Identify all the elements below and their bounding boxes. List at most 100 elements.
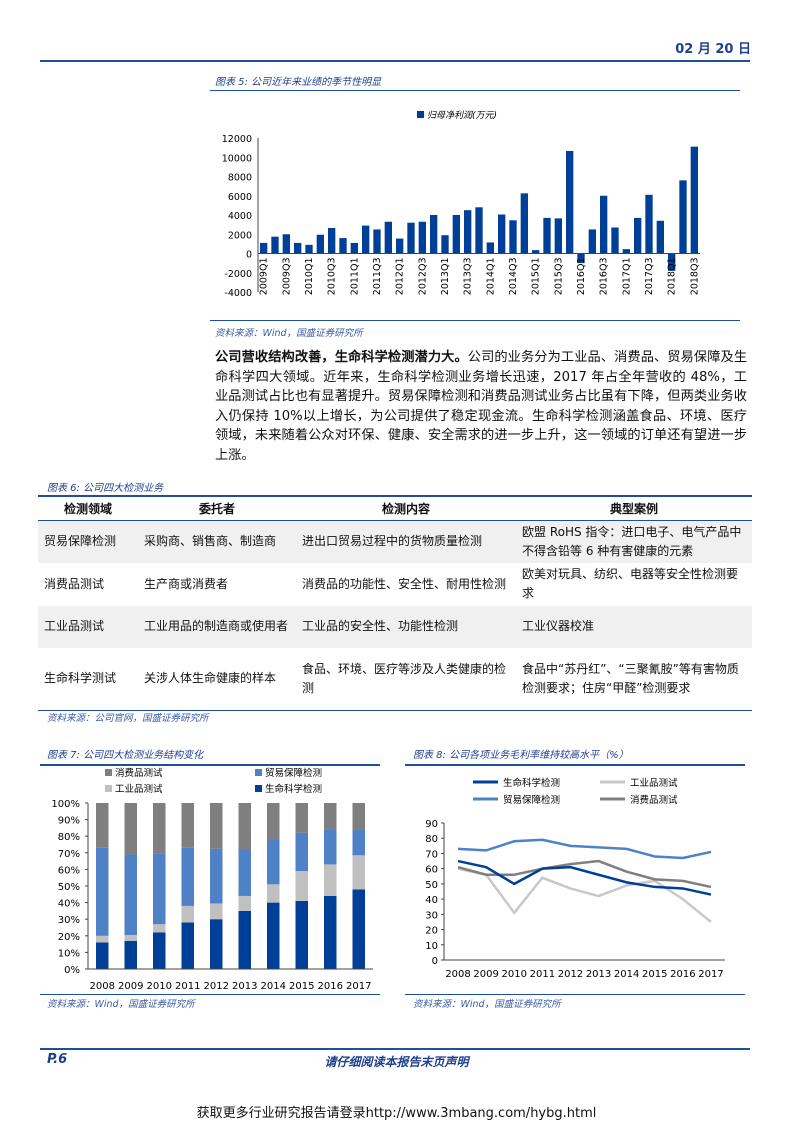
series-line [457,859,712,896]
y-tick-label: 80% [58,832,80,843]
bar-segment [181,905,194,923]
cell: 生命科学测试 [44,671,117,686]
bar-segment [267,902,280,969]
header-date: 02 月 20 日 [675,42,751,57]
bar-segment [267,803,280,840]
footer-link[interactable]: 获取更多行业研究报告请登录http://www.3mbang.com/hybg.… [196,1106,597,1121]
x-tick-label: 2014 [261,981,286,992]
bar [418,221,426,254]
y-tick-label: 40 [425,895,438,906]
legend-swatch [255,785,262,792]
x-tick-label: 2016 [318,981,343,992]
bar-segment [210,919,223,969]
x-tick-label: 2011Q3 [372,258,383,296]
bar-segment [124,803,137,855]
fig7-bottom-rule [40,994,380,995]
y-tick-label: 10% [58,948,80,959]
bar [577,253,585,264]
y-tick-label: -4000 [224,288,252,299]
fig6-rule [38,495,752,497]
legend-swatch [417,111,424,118]
x-tick-label: 2009Q1 [259,258,270,296]
cell: 消费品的功能性、安全性、耐用性检测 [302,576,507,591]
footer-disclaimer: 请仔细阅读本报告末页声明 [324,1055,469,1069]
legend-swatch [105,785,112,792]
y-tick-label: 8000 [228,173,252,184]
x-tick-label: 2012 [204,981,229,992]
bar [384,221,392,254]
bar-segment [181,847,194,906]
x-tick-label: 2011 [175,981,200,992]
bar-segment [210,803,223,849]
x-tick-label: 2013Q3 [463,258,474,296]
x-tick-label: 2010Q3 [327,258,338,296]
x-tick-label: 2015Q1 [531,258,542,296]
y-tick-label: 50% [58,882,80,893]
cell: 工业品的安全性、功能性检测 [296,605,516,648]
x-tick-label: 2012 [558,969,583,980]
bar [486,242,494,254]
bar-segment [324,829,337,865]
x-tick-label: 2017 [346,981,371,992]
bar-segment [238,895,251,911]
bar-segment [324,803,337,830]
bar [475,207,483,254]
bar [362,225,370,254]
bar [509,220,517,254]
y-tick-label: 10000 [222,153,252,164]
x-tick-label: 2008 [445,969,470,980]
legend-swatch [105,769,112,776]
fig8-title: 图表 8: 公司各项业务毛利率维持较高水平（%） [413,750,629,761]
x-tick-label: 2017 [698,969,723,980]
bar-segment [238,803,251,850]
fig5-rule [210,90,740,91]
bar-segment [124,934,137,941]
bar [554,218,562,254]
bar-segment [295,832,308,872]
y-tick-label: 0 [246,250,252,261]
bar-segment [96,847,109,936]
bar-segment [210,903,223,920]
table-row: 消费品测试 生产商或消费者 消费品的功能性、安全性、耐用性检测 欧美对玩具、纺织、电器… [38,563,752,606]
cell: 进出口贸易过程中的货物质量检测 [296,520,516,563]
cell: 采购商、销售商、制造商 [138,520,296,563]
x-tick-label: 2015 [289,981,314,992]
footer-rule [40,1048,750,1050]
y-tick-label: 80 [425,834,438,845]
x-tick-label: 2014Q1 [485,258,496,296]
legend-label: 生命科学检测 [503,777,560,789]
y-tick-label: 10 [425,941,438,952]
y-tick-label: 2000 [228,230,252,241]
x-tick-label: 2012Q3 [417,258,428,296]
cell: 工业品测试 [38,605,138,648]
x-tick-label: 2010 [502,969,527,980]
bar [350,242,358,254]
bar [373,229,381,254]
table-header-row: 检测领域 委托者 检测内容 典型案例 [38,497,752,521]
bar [690,146,698,254]
bar [622,249,630,254]
y-tick-label: 12000 [222,134,252,145]
x-tick-label: 2011Q1 [349,258,360,296]
header-rule [40,60,750,62]
bar [407,222,415,254]
bar-segment [352,889,365,969]
x-tick-label: 2016Q3 [599,258,610,296]
series-line [457,867,712,923]
x-tick-label: 2012Q1 [395,258,406,296]
series-line [457,838,712,860]
bar-segment [267,884,280,903]
bar [634,217,642,254]
bar [328,227,336,254]
bar-segment [181,803,194,848]
y-tick-label: -2000 [224,269,252,280]
y-tick-label: 30 [425,910,438,921]
bar [430,215,438,254]
bar [668,253,676,271]
y-tick-label: 90 [425,819,438,830]
fig8-source: 资料来源：Wind，国盛证券研究所 [413,999,561,1010]
legend-label: 生命科学检测 [265,783,322,795]
bar [441,235,449,254]
x-tick-label: 2013Q1 [440,258,451,296]
y-tick-label: 70% [58,849,80,860]
